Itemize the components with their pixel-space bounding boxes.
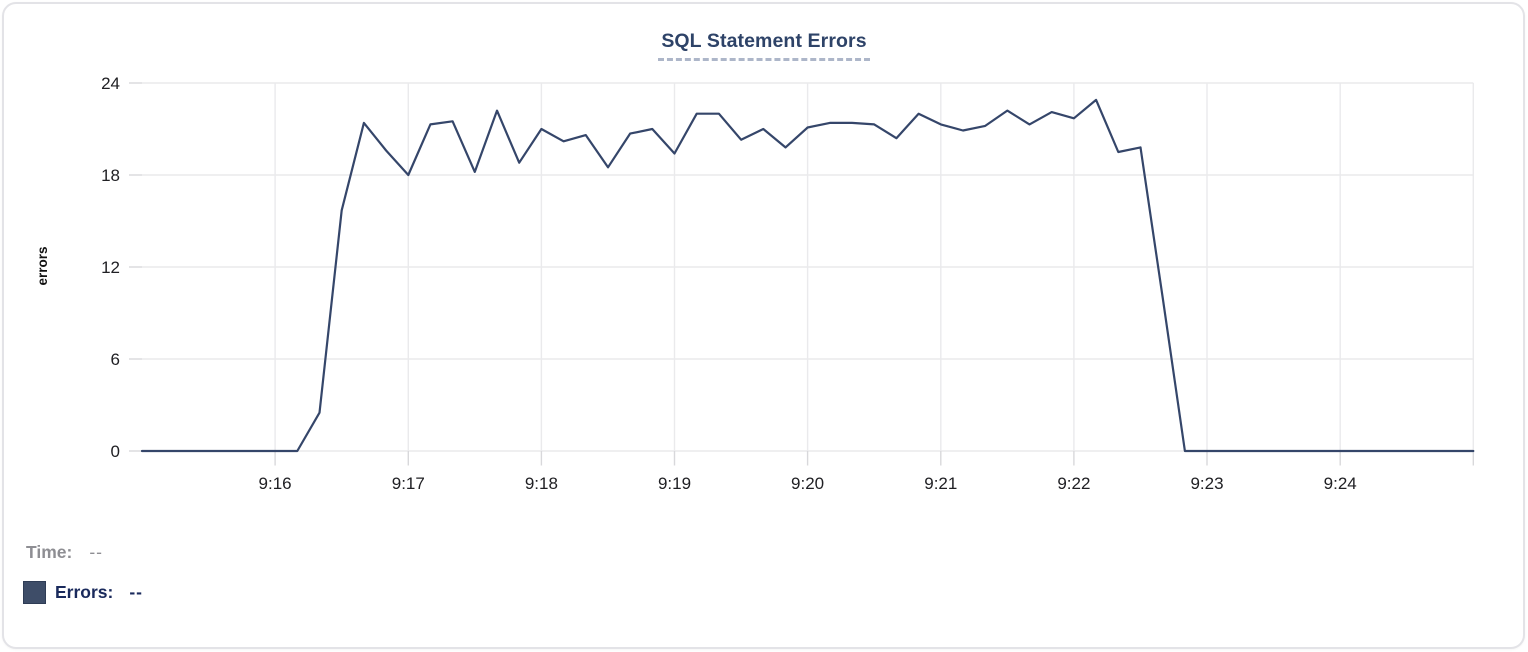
- x-tick-label: 9:20: [791, 474, 824, 493]
- y-tick-label: 6: [111, 350, 120, 369]
- y-tick-label: 24: [101, 74, 120, 93]
- y-tick-label: 0: [111, 442, 120, 461]
- x-tick-label: 9:19: [658, 474, 691, 493]
- tooltip-time-row: Time: --: [26, 542, 103, 563]
- x-tick-label: 9:23: [1190, 474, 1223, 493]
- errors-series-swatch: [23, 581, 46, 604]
- x-tick-label: 9:17: [392, 474, 425, 493]
- tooltip-errors-value: --: [129, 582, 144, 602]
- tooltip-errors-label: Errors:: [55, 582, 114, 602]
- x-tick-label: 9:18: [525, 474, 558, 493]
- x-tick-label: 9:22: [1057, 474, 1090, 493]
- tooltip-time-value: --: [89, 542, 104, 562]
- y-tick-label: 18: [101, 166, 120, 185]
- x-tick-label: 9:16: [259, 474, 292, 493]
- sql-statement-errors-line-chart[interactable]: 0 6 12 18 24 9:16 9:17 9:18 9:19 9:20 9:21 9:22 9:23…: [0, 0, 1528, 512]
- y-axis-title: errors: [35, 246, 50, 285]
- tooltip-errors-row: Errors: --: [23, 581, 143, 604]
- errors-series-line: [140, 98, 1475, 453]
- chart-header: SQL Statement Errors: [0, 30, 1528, 61]
- chart-title[interactable]: SQL Statement Errors: [658, 30, 870, 61]
- x-tick-label: 9:21: [924, 474, 957, 493]
- y-tick-label: 12: [101, 258, 120, 277]
- x-tick-label: 9:24: [1324, 474, 1357, 493]
- tooltip-time-label: Time:: [26, 542, 73, 562]
